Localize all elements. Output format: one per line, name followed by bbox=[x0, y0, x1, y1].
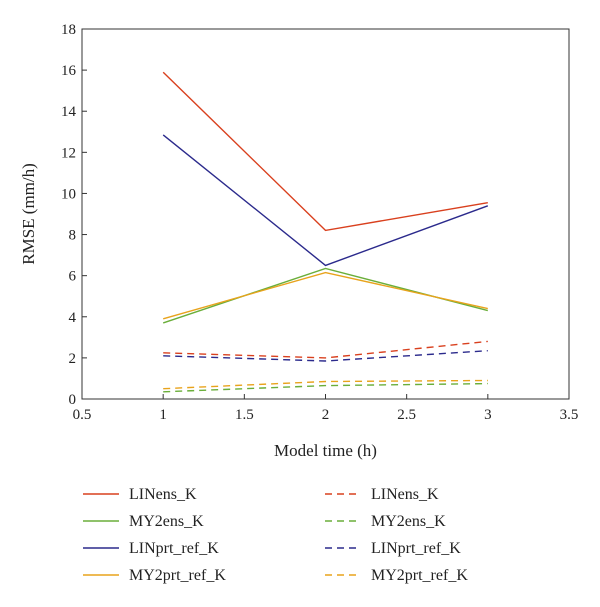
y-tick-label: 8 bbox=[69, 228, 77, 244]
series-line-linprt-ref-k-dashed bbox=[163, 350, 488, 362]
plot-frame bbox=[81, 28, 570, 400]
y-axis-title: RMSE (mm/h) bbox=[19, 163, 38, 265]
legend-label: MY2prt_ref_K bbox=[129, 567, 226, 584]
y-tick-label: 2 bbox=[69, 351, 77, 367]
x-tick-label: 3 bbox=[484, 407, 492, 423]
y-axis: 0 2 4 6 8 10 12 14 16 18 bbox=[61, 22, 87, 408]
series-line-linprt-ref-k bbox=[162, 134, 489, 267]
series-line-my2prt-ref-k bbox=[163, 271, 488, 320]
y-tick-label: 12 bbox=[61, 145, 76, 161]
y-tick-label: 4 bbox=[69, 310, 77, 326]
x-tick-label: 0.5 bbox=[73, 407, 92, 423]
legend-label: LINens_K bbox=[129, 486, 197, 503]
series-line-linens-k-dashed bbox=[163, 340, 488, 359]
x-tick-label: 2.5 bbox=[397, 407, 416, 423]
x-tick-label: 2 bbox=[322, 407, 330, 423]
legend-label: MY2ens_K bbox=[129, 513, 204, 530]
y-tick-label: 16 bbox=[61, 63, 77, 79]
legend-label: LINprt_ref_K bbox=[371, 540, 461, 557]
y-tick-label: 0 bbox=[69, 392, 77, 408]
legend-label: LINens_K bbox=[371, 486, 439, 503]
legend-label: MY2prt_ref_K bbox=[371, 567, 468, 584]
series-line-my2ens-k bbox=[162, 267, 488, 324]
series-line-linens-k bbox=[162, 71, 488, 232]
y-tick-label: 10 bbox=[61, 186, 76, 202]
x-axis: 0.5 1 1.5 2 2.5 3 3.5 bbox=[73, 394, 579, 423]
x-axis-title: Model time (h) bbox=[274, 441, 377, 460]
legend-label: MY2ens_K bbox=[371, 513, 446, 530]
x-tick-label: 1.5 bbox=[235, 407, 254, 423]
y-tick-label: 14 bbox=[61, 104, 77, 120]
legend-label: LINprt_ref_K bbox=[129, 540, 219, 557]
series-line-my2ens-k-dashed bbox=[163, 382, 488, 393]
y-tick-label: 18 bbox=[61, 22, 76, 38]
legend: LINens_K MY2ens_K LINprt_ref_K MY2prt_ref_K… bbox=[83, 486, 468, 584]
y-tick-label: 6 bbox=[69, 269, 77, 285]
series-lines bbox=[162, 71, 489, 393]
x-tick-label: 3.5 bbox=[560, 407, 579, 423]
x-tick-label: 1 bbox=[159, 407, 167, 423]
series-line-my2prt-ref-k-dashed bbox=[163, 379, 488, 390]
